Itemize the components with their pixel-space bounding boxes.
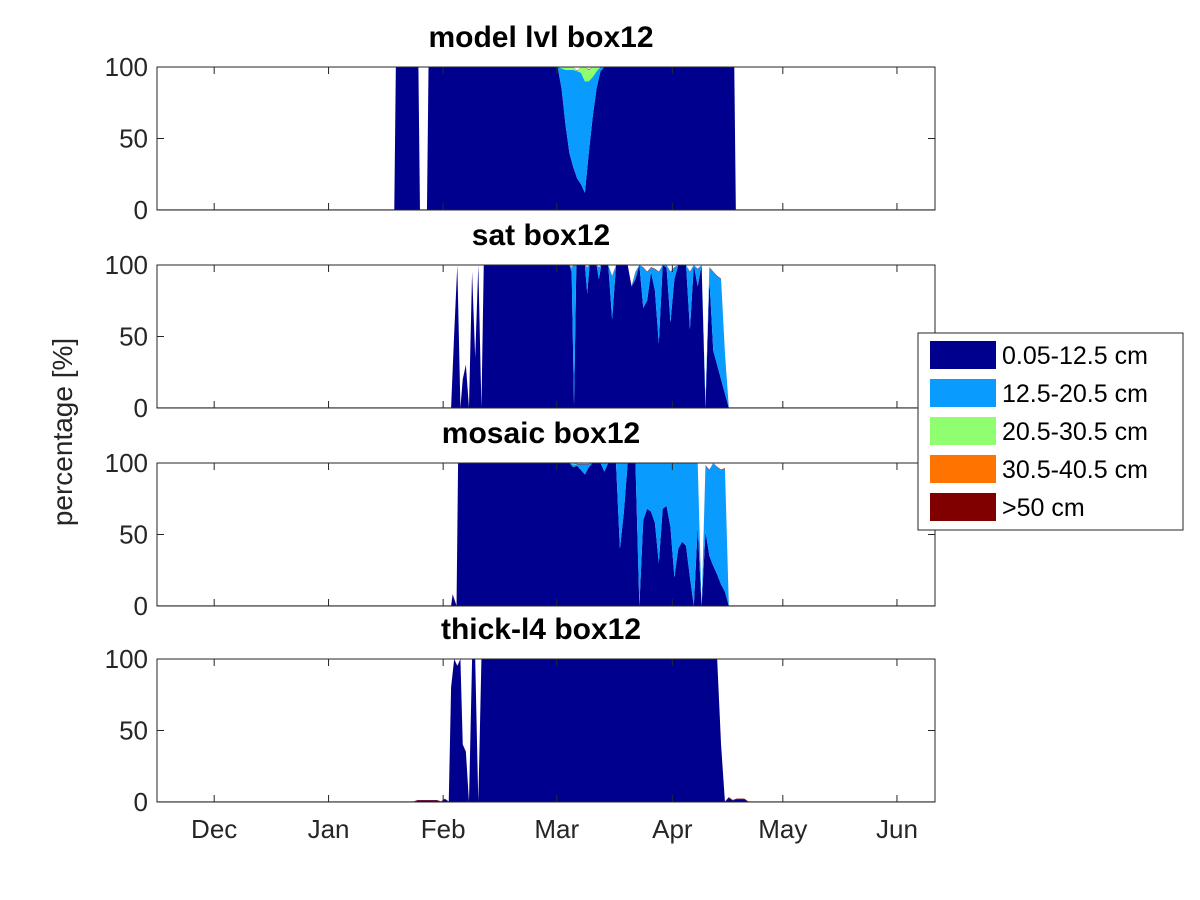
y-tick-label: 0	[134, 195, 148, 225]
y-tick-label: 50	[119, 124, 148, 154]
area-series-1	[157, 659, 935, 802]
y-tick-label: 100	[105, 52, 148, 82]
panel-4: thick-l4 box12 0 50 100 Dec Jan Feb Mar Apr May Ju…	[105, 613, 936, 844]
x-tick-label: Mar	[534, 814, 579, 844]
x-tick-label: Apr	[652, 814, 693, 844]
panel-3: mosaic box12 0 50 100	[105, 417, 936, 621]
y-tick-label: 100	[105, 644, 148, 674]
x-tick-label: Jan	[308, 814, 350, 844]
x-tick-label: May	[758, 814, 807, 844]
panel-title: thick-l4 box12	[441, 613, 641, 646]
legend-swatch	[930, 493, 996, 521]
panel-2: sat box12 0 50 100	[105, 219, 936, 423]
area-series-1	[157, 67, 935, 210]
y-tick-label: 0	[134, 393, 148, 423]
legend-label: 30.5-40.5 cm	[1002, 456, 1148, 484]
y-tick-label: 50	[119, 716, 148, 746]
legend-swatch	[930, 417, 996, 445]
legend: 0.05-12.5 cm 12.5-20.5 cm 20.5-30.5 cm 30.5…	[917, 332, 1184, 531]
x-tick-label: Feb	[421, 814, 466, 844]
panel-title: mosaic box12	[442, 417, 640, 450]
y-axis-label: percentage [%]	[47, 338, 78, 526]
y-tick-label: 100	[105, 250, 148, 280]
panel-title: sat box12	[472, 219, 610, 252]
legend-swatch	[930, 341, 996, 369]
y-tick-label: 0	[134, 591, 148, 621]
area-series-1	[157, 463, 935, 606]
legend-label: 0.05-12.5 cm	[1002, 342, 1148, 370]
y-tick-label: 100	[105, 448, 148, 478]
y-tick-label: 50	[119, 520, 148, 550]
legend-label: 12.5-20.5 cm	[1002, 380, 1148, 408]
y-tick-label: 50	[119, 322, 148, 352]
x-tick-label: Dec	[191, 814, 237, 844]
legend-label: 20.5-30.5 cm	[1002, 418, 1148, 446]
panel-title: model lvl box12	[428, 21, 653, 54]
legend-label: >50 cm	[1002, 494, 1085, 522]
panel-1: model lvl box12 0 50 100	[105, 21, 936, 225]
legend-swatch	[930, 379, 996, 407]
x-tick-label: Jun	[876, 814, 918, 844]
area-series-1	[157, 265, 935, 408]
y-tick-label: 0	[134, 787, 148, 817]
legend-swatch	[930, 455, 996, 483]
